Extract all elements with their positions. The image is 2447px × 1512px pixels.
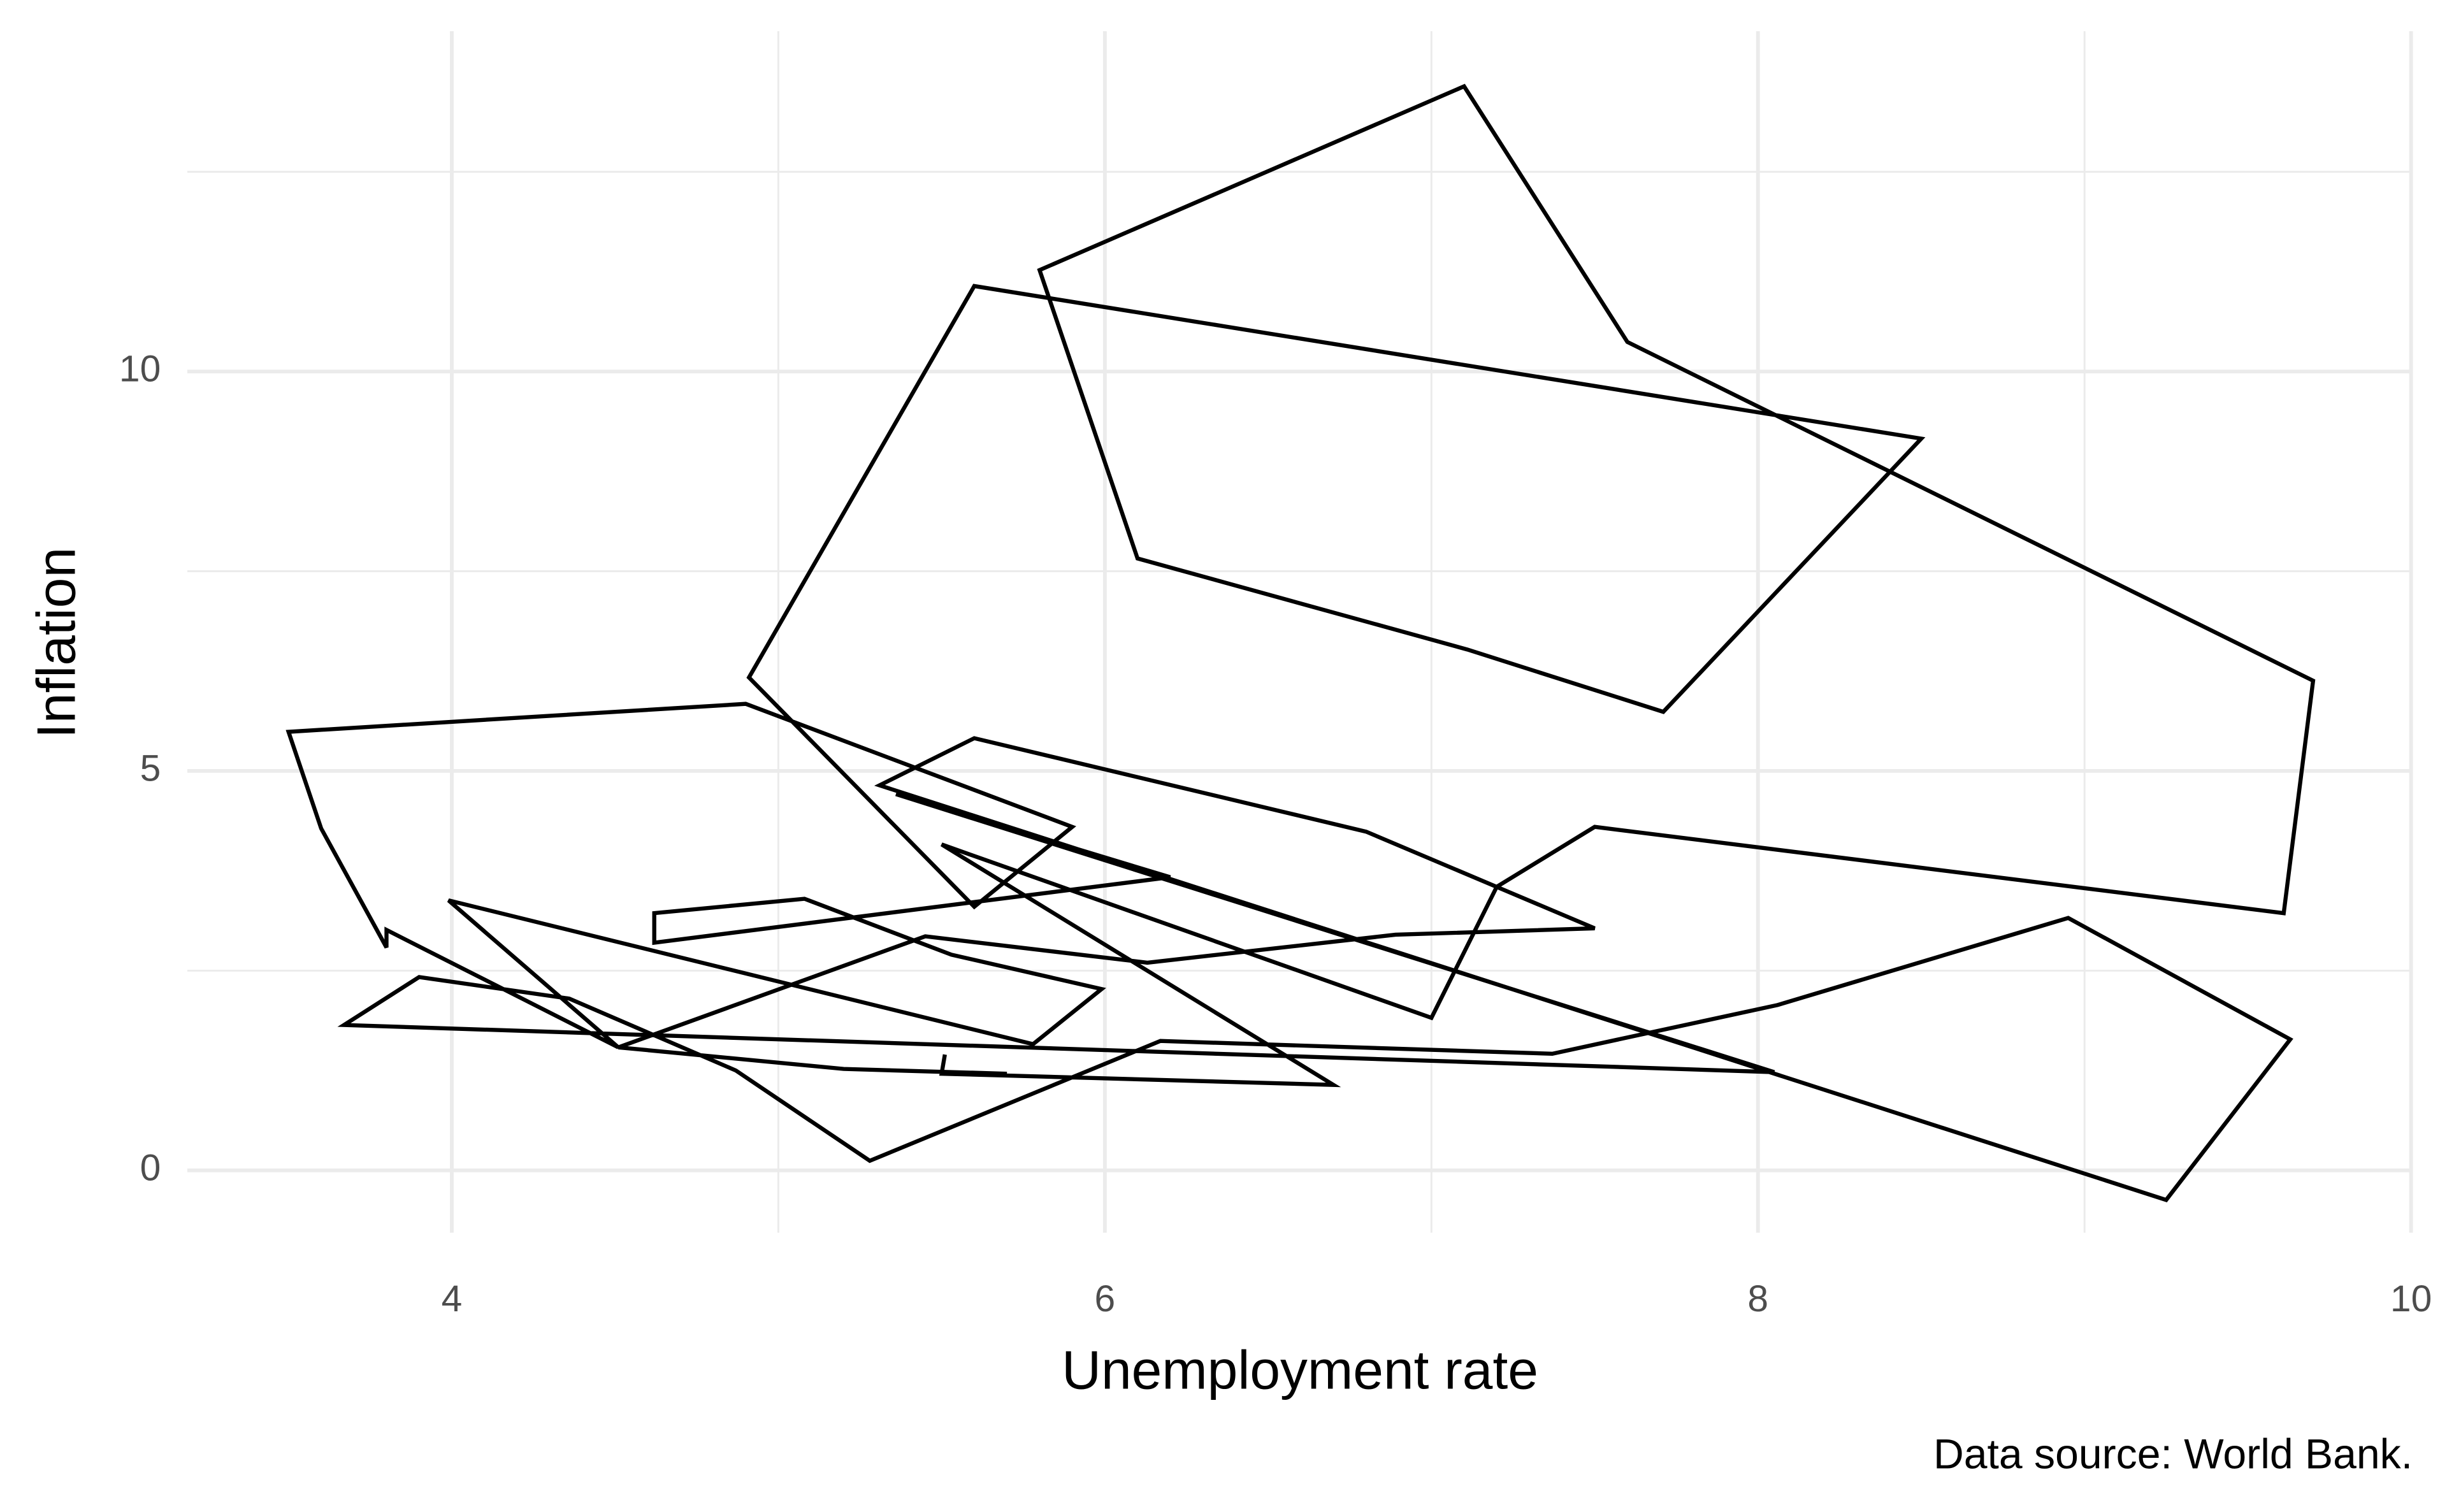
data-line [285,83,2316,1202]
caption: Data source: World Bank. [1933,1430,2413,1478]
y-tick-label: 10 [119,349,161,390]
x-tick-label: 8 [1747,1278,1768,1320]
x-axis-title: Unemployment rate [1062,1340,1538,1401]
grid [187,31,2413,1233]
y-tick-label: 5 [140,747,161,789]
y-axis-title: Inflation [26,547,87,738]
y-tick-label: 0 [140,1147,161,1188]
x-tick-label: 10 [2390,1278,2432,1320]
x-tick-label: 6 [1095,1278,1116,1320]
x-tick-label: 4 [442,1278,463,1320]
